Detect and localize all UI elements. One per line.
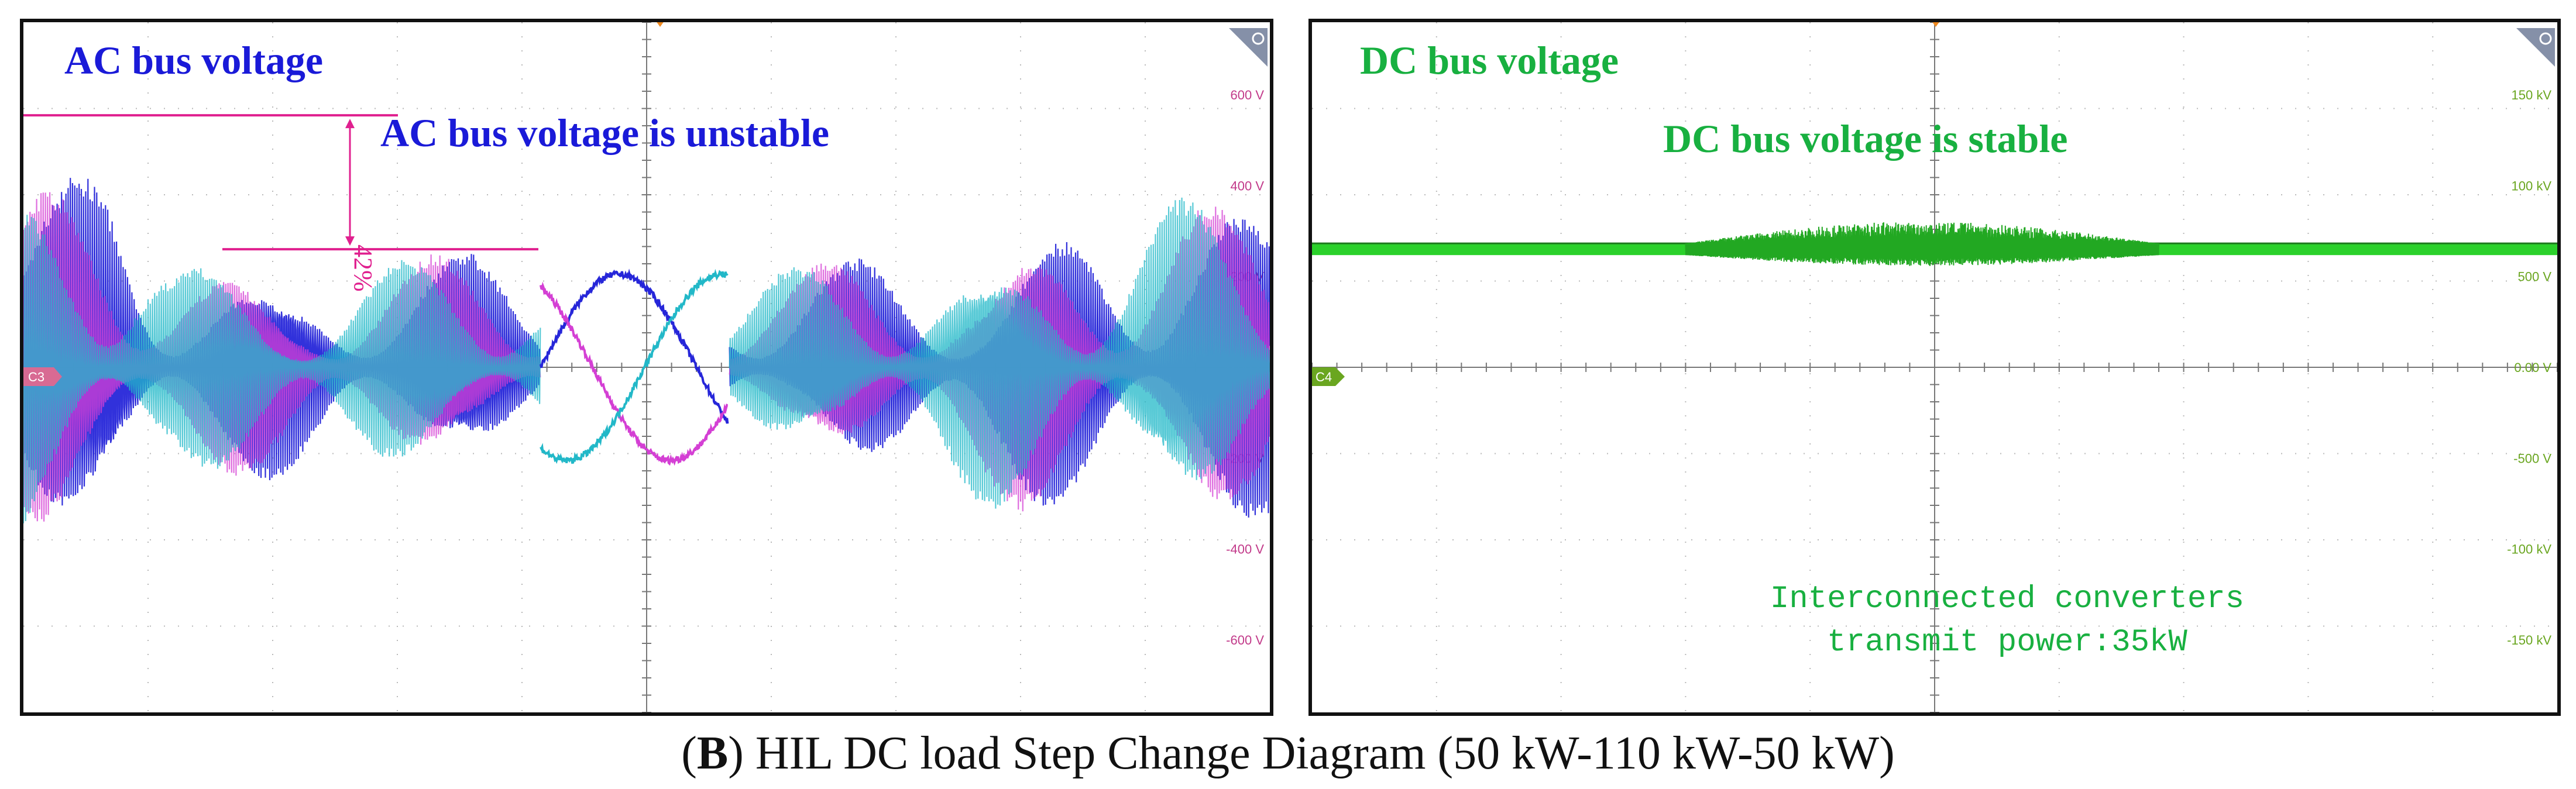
caption-text: ) HIL DC load Step Change Diagram (50 kW… [728, 728, 1895, 779]
dc-bus-ripple [1685, 222, 2159, 266]
figure-caption: (B) HIL DC load Step Change Diagram (50 … [0, 724, 2576, 783]
arrow-head-up-icon [345, 119, 355, 129]
y-tick-label: -400 V [1226, 542, 1264, 557]
ac-phase-trace [23, 197, 1270, 523]
dc-scope-plot: 150 kV 100 kV 500 V 0.00 V -500 V -100 kV -150… [1312, 22, 2557, 712]
y-tick-label: 0.00 V [2514, 360, 2551, 375]
dc-channel-label: C4 [1316, 370, 1332, 384]
y-tick-label: -500 V [2513, 451, 2551, 466]
y-tick-label: 100 kV [2512, 178, 2552, 193]
dc-title: DC bus voltage [1360, 38, 1619, 82]
arrow-head-down-icon [345, 236, 355, 246]
caption-open: ( [681, 728, 697, 779]
trigger-position-marker [1932, 22, 1939, 27]
y-tick-label: 500 V [2518, 270, 2552, 284]
y-tick-label: -100 kV [2507, 542, 2551, 557]
dc-bus-voltage-scope: 150 kV 100 kV 500 V 0.00 V -500 V -100 kV -150… [1308, 19, 2561, 716]
y-tick-label: -150 kV [2507, 633, 2551, 647]
caption-letter: B [696, 728, 729, 779]
zoom-icon[interactable] [2516, 28, 2555, 67]
ac-phase-trace-clean [540, 268, 729, 464]
ac-annotation: AC bus voltage is unstable [380, 111, 829, 155]
dc-note-line-2: transmit power:35kW [1827, 625, 2187, 660]
dc-channel-marker[interactable]: C4 [1312, 367, 1345, 386]
y-tick-label: -600 V [1226, 633, 1264, 647]
zoom-icon[interactable] [1229, 28, 1268, 67]
ac-bus-voltage-scope: 600 V 400 V 200 V 0.00 V -200 V -400 V -600 V … [20, 19, 1273, 716]
ac-channel-label: C3 [28, 370, 44, 384]
dc-note-line-1: Interconnected converters [1770, 581, 2244, 617]
ac-phase-trace-clean [539, 268, 729, 424]
y-tick-label: 150 kV [2512, 88, 2552, 102]
y-tick-label: 400 V [1231, 178, 1265, 193]
ac-phase-trace-clean [539, 281, 729, 466]
y-tick-label: 600 V [1231, 88, 1265, 102]
dc-annotation: DC bus voltage is stable [1663, 116, 2067, 161]
ac-title: AC bus voltage [64, 38, 323, 82]
trigger-position-marker [657, 22, 664, 27]
ac-channel-marker[interactable]: C3 [23, 367, 62, 386]
overshoot-label: 42% [349, 244, 377, 292]
